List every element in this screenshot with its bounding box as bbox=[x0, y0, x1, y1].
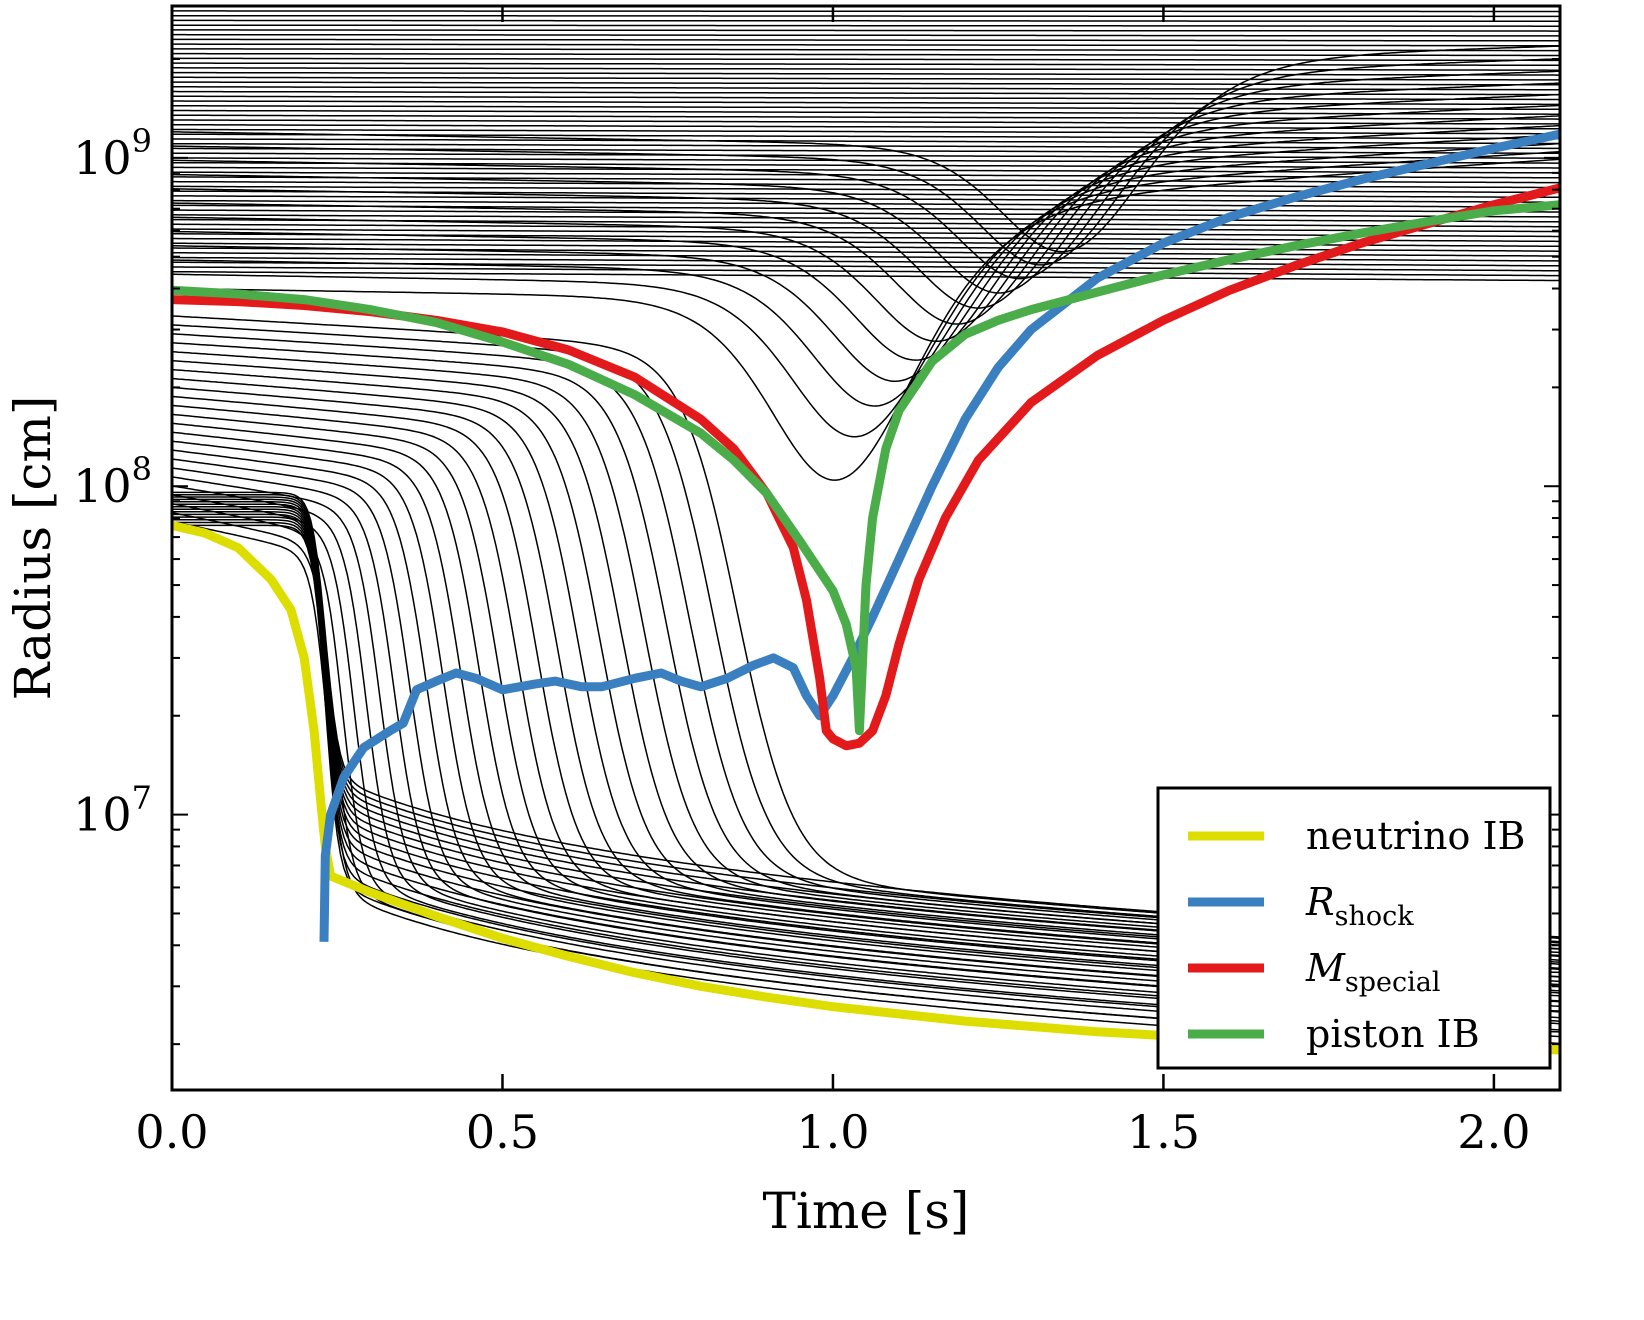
y-axis-title: Radius [cm] bbox=[4, 396, 62, 701]
x-tick-label: 1.5 bbox=[1127, 1105, 1200, 1159]
legend-label-subscript: special bbox=[1345, 967, 1441, 998]
legend-label-neutrino: neutrino IB bbox=[1306, 814, 1525, 858]
x-tick-label: 2.0 bbox=[1457, 1105, 1530, 1159]
mass-shell-line bbox=[172, 16, 1560, 17]
x-axis-title: Time [s] bbox=[763, 1182, 970, 1240]
y-tick-exponent: 7 bbox=[132, 779, 152, 817]
legend-label-piston: piston IB bbox=[1306, 1012, 1480, 1056]
mass-shell-line bbox=[172, 20, 1560, 21]
legend-label-subscript: shock bbox=[1335, 901, 1415, 932]
mass-shell-line bbox=[172, 11, 1560, 12]
x-tick-label: 1.0 bbox=[796, 1105, 869, 1159]
x-tick-label: 0.5 bbox=[466, 1105, 539, 1159]
y-tick-exponent: 8 bbox=[132, 450, 152, 488]
y-tick-exponent: 9 bbox=[132, 122, 152, 160]
x-tick-label: 0.0 bbox=[135, 1105, 208, 1159]
